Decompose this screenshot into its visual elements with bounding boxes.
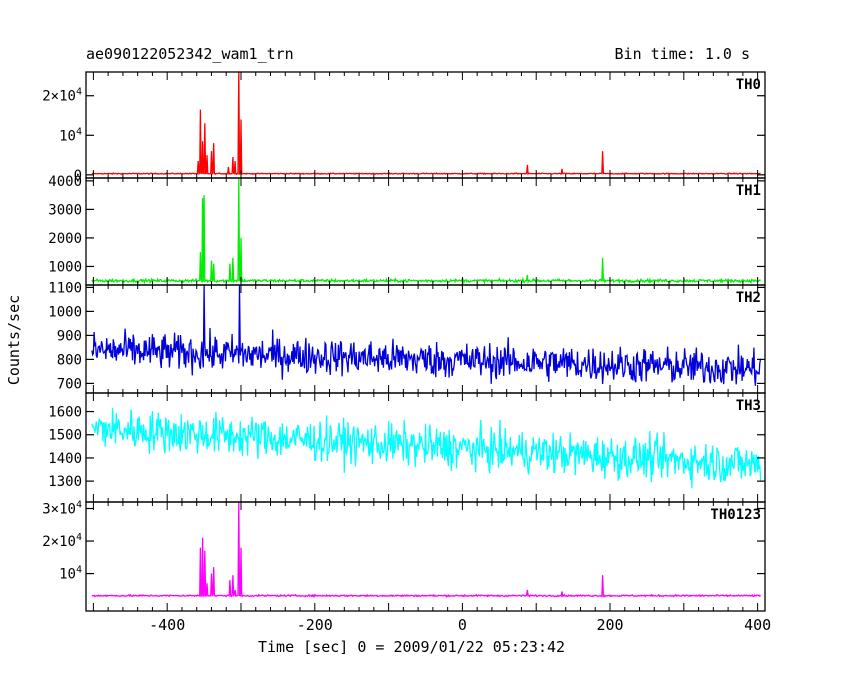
y-tick-label: 1600 bbox=[48, 405, 82, 421]
x-tick-label: -400 bbox=[149, 616, 185, 634]
panel-th0: 0 104 2×104 TH0 bbox=[42, 71, 766, 184]
panel-label: TH0123 bbox=[710, 507, 761, 523]
panel-label: TH2 bbox=[736, 290, 761, 306]
panel-th3: 1300 1400 1500 1600 TH3 bbox=[48, 392, 766, 503]
y-tick-label: 3×104 bbox=[42, 500, 82, 518]
chart-title: ae090122052342_wam1_trn bbox=[86, 45, 294, 63]
y-tick-label: 2×104 bbox=[42, 532, 82, 550]
y-tick-label: 2000 bbox=[48, 231, 82, 247]
series-line-th3 bbox=[91, 408, 762, 489]
series-line-th1 bbox=[91, 178, 761, 285]
series-line-th0123 bbox=[91, 502, 762, 598]
y-tick-label: 1000 bbox=[48, 259, 82, 275]
x-tick-label: 200 bbox=[596, 616, 623, 634]
bin-time-label: Bin time: 1.0 s bbox=[614, 45, 750, 63]
y-tick-label: 900 bbox=[57, 328, 82, 344]
panel-label: TH1 bbox=[736, 183, 761, 199]
y-tick-label: 800 bbox=[57, 352, 82, 368]
x-tick-label: -200 bbox=[297, 616, 333, 634]
x-axis-label: Time [sec] 0 = 2009/01/22 05:23:42 bbox=[258, 638, 566, 656]
panel-frame bbox=[85, 177, 766, 286]
y-tick-label: 4000 bbox=[48, 174, 82, 190]
y-tick-label: 700 bbox=[57, 376, 82, 392]
y-tick-label: 104 bbox=[59, 126, 82, 144]
series-line-th0 bbox=[91, 72, 761, 176]
panel-th1: 1000 2000 3000 4000 TH1 bbox=[48, 174, 766, 286]
series-line-th2 bbox=[91, 285, 762, 386]
y-axis-label: Counts/sec bbox=[5, 294, 23, 386]
panel-label: TH3 bbox=[736, 398, 761, 414]
panel-th0123: 104 2×104 3×104 TH0123 bbox=[42, 500, 766, 612]
y-tick-label: 1500 bbox=[48, 428, 82, 444]
panel-frame bbox=[85, 284, 766, 394]
panel-th2: 700 800 900 1000 1100 TH2 bbox=[48, 280, 766, 394]
y-tick-label: 1300 bbox=[48, 474, 82, 490]
y-tick-label: 0 bbox=[74, 168, 82, 184]
x-tick-label: 400 bbox=[744, 616, 771, 634]
panel-frame bbox=[85, 71, 766, 179]
y-tick-label: 1100 bbox=[48, 280, 82, 296]
x-tick-label: 0 bbox=[458, 616, 467, 634]
y-tick-label: 3000 bbox=[48, 202, 82, 218]
panel-label: TH0 bbox=[736, 77, 761, 93]
y-tick-label: 1000 bbox=[48, 304, 82, 320]
y-tick-label: 2×104 bbox=[42, 87, 82, 105]
panel-frame bbox=[85, 501, 766, 612]
y-tick-label: 1400 bbox=[48, 451, 82, 467]
y-tick-label: 104 bbox=[59, 565, 82, 583]
